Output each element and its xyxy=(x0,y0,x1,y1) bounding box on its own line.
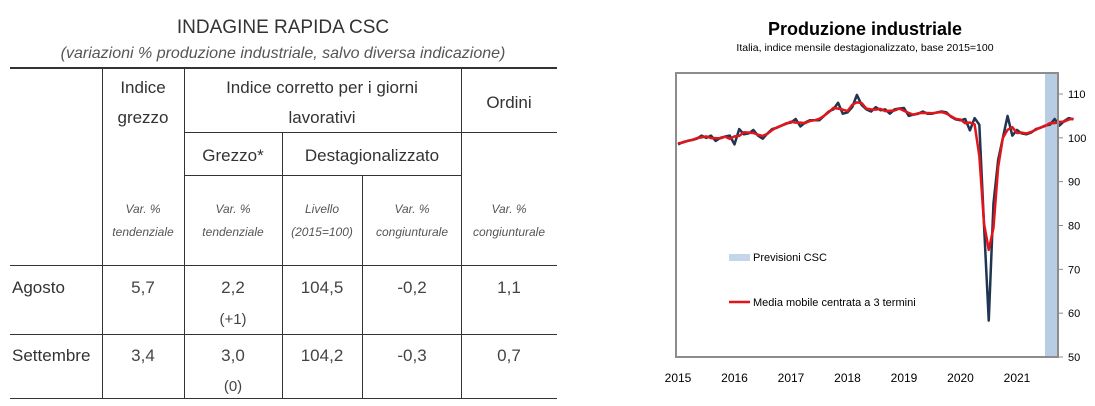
cell: 0,7 xyxy=(497,346,521,365)
subheader: Var. % xyxy=(491,202,527,216)
cell: 3,0 xyxy=(221,346,245,365)
cell: -0,3 xyxy=(397,346,427,365)
row-label: Agosto xyxy=(12,278,65,297)
divider xyxy=(10,265,557,266)
subheader: Var. % xyxy=(394,202,430,216)
plot-frame xyxy=(675,72,1059,358)
cell-note: (0) xyxy=(223,378,243,395)
header-indice-corretto: Indice corretto per i giorni xyxy=(226,78,418,97)
divider xyxy=(184,68,185,398)
y-tick-label: 110 xyxy=(1068,89,1086,101)
subheader: tendenziale xyxy=(112,225,174,239)
x-tick-label: 2017 xyxy=(778,371,805,385)
y-tick-label: 70 xyxy=(1068,264,1080,276)
subheader: congiunturale xyxy=(472,225,546,239)
subheader: tendenziale xyxy=(202,225,264,239)
divider xyxy=(362,175,363,398)
y-tick-label: 80 xyxy=(1068,221,1080,233)
series-index-line xyxy=(677,93,1074,322)
series-moving-average-line xyxy=(677,101,1074,252)
chart-subtitle: Italia, indice mensile destagionalizzato… xyxy=(736,42,994,54)
cell: 3,4 xyxy=(131,346,155,365)
x-tick-label: 2020 xyxy=(947,371,974,385)
line-chart: 50 60 70 80 90 100 110 2015 2016 2017 2018 2019 202… xyxy=(665,72,1086,385)
cell: 2,2 xyxy=(221,278,245,297)
header-indice-grezzo: grezzo xyxy=(117,108,169,127)
cell: 104,5 xyxy=(300,278,344,297)
divider xyxy=(10,334,557,335)
cell: 5,7 xyxy=(131,278,155,297)
header-destagionalizzato: Destagionalizzato xyxy=(304,146,440,165)
row-label: Settembre xyxy=(12,346,91,365)
y-tick-label: 100 xyxy=(1068,133,1086,145)
cell: -0,2 xyxy=(397,278,427,297)
table-subtitle: (variazioni % produzione industriale, sa… xyxy=(60,45,506,62)
header-ordini: Ordini xyxy=(486,93,532,112)
divider xyxy=(282,132,283,398)
x-tick-label: 2015 xyxy=(665,371,692,385)
header-indice-corretto: lavorativi xyxy=(288,108,356,127)
divider xyxy=(102,68,103,398)
cell-note: (+1) xyxy=(219,311,247,328)
subheader: congiunturale xyxy=(375,225,449,239)
subheader: Livello xyxy=(304,202,340,216)
divider xyxy=(184,132,557,133)
subheader: Var. % xyxy=(125,202,161,216)
header-indice-grezzo: Indice xyxy=(120,78,166,97)
divider xyxy=(461,68,462,398)
subheader: Var. % xyxy=(215,202,251,216)
subheader: (2015=100) xyxy=(291,225,353,239)
legend-label-forecast: Previsioni CSC xyxy=(753,252,827,264)
chart-title: Produzione industriale xyxy=(767,19,963,39)
cell: 104,2 xyxy=(300,346,344,365)
x-tick-label: 2016 xyxy=(721,371,748,385)
y-tick-label: 50 xyxy=(1068,352,1080,364)
x-tick-label: 2019 xyxy=(891,371,918,385)
header-grezzo-star: Grezzo* xyxy=(202,146,264,165)
divider xyxy=(184,175,461,176)
forecast-band xyxy=(1044,73,1058,357)
y-tick-label: 60 xyxy=(1068,308,1080,320)
divider xyxy=(10,67,557,69)
legend-label-moving-average: Media mobile centrata a 3 termini xyxy=(753,297,916,309)
x-tick-label: 2021 xyxy=(1004,371,1031,385)
cell: 1,1 xyxy=(497,278,521,297)
legend-swatch-forecast xyxy=(729,254,750,261)
divider xyxy=(10,398,557,399)
table-title: INDAGINE RAPIDA CSC xyxy=(176,17,390,38)
y-tick-label: 90 xyxy=(1068,177,1080,189)
x-tick-label: 2018 xyxy=(834,371,861,385)
